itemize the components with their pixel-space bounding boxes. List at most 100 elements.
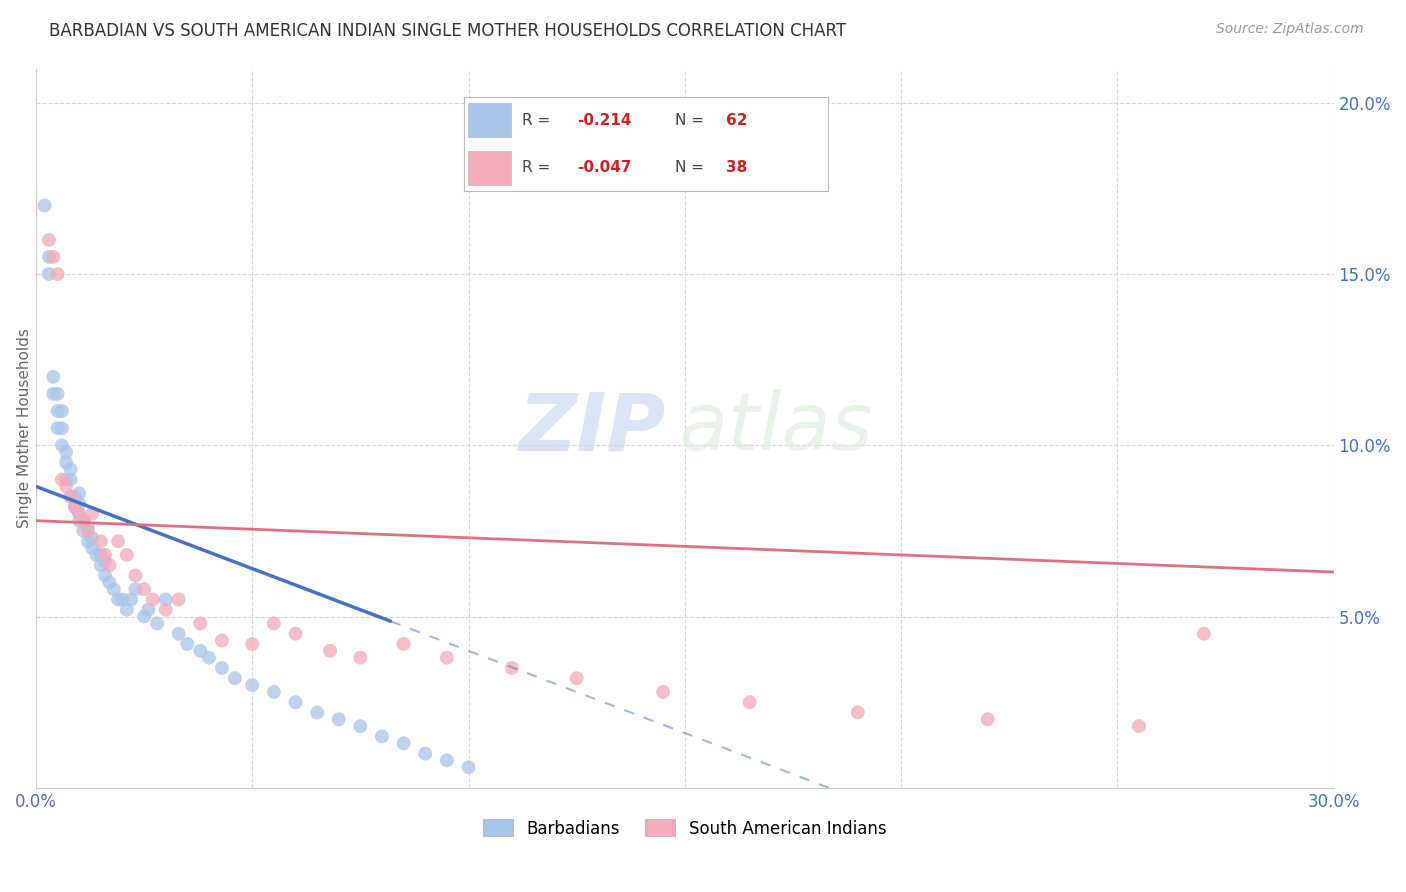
Point [59, 473, 82, 487]
Point [1128, 719, 1150, 733]
Point [392, 637, 415, 651]
Point [76, 520, 98, 534]
Point [90, 558, 112, 573]
Point [67, 507, 90, 521]
Point [132, 609, 155, 624]
Point [90, 548, 112, 562]
Point [436, 650, 458, 665]
Point [284, 695, 307, 709]
Point [38, 250, 60, 264]
Legend: Barbadians, South American Indians: Barbadians, South American Indians [477, 813, 893, 844]
Point [115, 548, 138, 562]
Point [167, 626, 190, 640]
Point [457, 760, 479, 774]
Text: ZIP: ZIP [517, 389, 665, 467]
Point [176, 637, 198, 651]
Point [224, 671, 246, 685]
Point [211, 661, 233, 675]
Point [307, 706, 329, 720]
Point [132, 582, 155, 597]
Point [67, 486, 90, 500]
Point [263, 616, 285, 631]
Point [107, 592, 129, 607]
Point [94, 555, 117, 569]
Point [55, 455, 77, 469]
Point [107, 534, 129, 549]
Point [1192, 626, 1215, 640]
Point [46, 404, 69, 418]
Point [328, 712, 350, 726]
Point [82, 507, 104, 521]
Point [46, 387, 69, 401]
Point [738, 695, 761, 709]
Point [46, 267, 69, 281]
Point [59, 462, 82, 476]
Point [155, 592, 177, 607]
Point [349, 719, 371, 733]
Point [72, 524, 94, 538]
Point [55, 479, 77, 493]
Point [90, 534, 112, 549]
Point [436, 754, 458, 768]
Point [34, 198, 56, 212]
Point [59, 490, 82, 504]
Point [349, 650, 371, 665]
Point [124, 568, 146, 582]
Point [976, 712, 998, 726]
Point [42, 369, 65, 384]
Point [142, 592, 165, 607]
Point [86, 548, 108, 562]
Text: Source: ZipAtlas.com: Source: ZipAtlas.com [1216, 22, 1364, 37]
Point [211, 633, 233, 648]
Point [652, 685, 675, 699]
Text: atlas: atlas [678, 389, 873, 467]
Point [63, 500, 86, 514]
Point [82, 541, 104, 555]
Point [846, 706, 869, 720]
Point [98, 558, 121, 573]
Point [565, 671, 588, 685]
Point [98, 575, 121, 590]
Point [38, 233, 60, 247]
Point [188, 644, 211, 658]
Point [51, 473, 73, 487]
Point [124, 582, 146, 597]
Point [72, 514, 94, 528]
Point [38, 267, 60, 281]
Point [76, 524, 98, 538]
Point [501, 661, 523, 675]
Point [46, 421, 69, 435]
Point [94, 568, 117, 582]
Point [413, 747, 436, 761]
Point [240, 637, 263, 651]
Point [67, 507, 90, 521]
Point [55, 473, 77, 487]
Point [392, 736, 415, 750]
Point [198, 650, 221, 665]
Point [51, 438, 73, 452]
Point [240, 678, 263, 692]
Point [72, 514, 94, 528]
Point [63, 500, 86, 514]
Point [146, 616, 169, 631]
Point [82, 531, 104, 545]
Point [111, 592, 134, 607]
Point [115, 603, 138, 617]
Point [94, 548, 117, 562]
Point [319, 644, 342, 658]
Y-axis label: Single Mother Households: Single Mother Households [17, 328, 32, 528]
Point [67, 497, 90, 511]
Point [59, 490, 82, 504]
Point [371, 730, 394, 744]
Point [42, 387, 65, 401]
Point [155, 603, 177, 617]
Point [167, 592, 190, 607]
Point [51, 404, 73, 418]
Point [51, 421, 73, 435]
Point [63, 490, 86, 504]
Point [55, 445, 77, 459]
Text: BARBADIAN VS SOUTH AMERICAN INDIAN SINGLE MOTHER HOUSEHOLDS CORRELATION CHART: BARBADIAN VS SOUTH AMERICAN INDIAN SINGL… [49, 22, 846, 40]
Point [138, 603, 160, 617]
Point [67, 514, 90, 528]
Point [76, 534, 98, 549]
